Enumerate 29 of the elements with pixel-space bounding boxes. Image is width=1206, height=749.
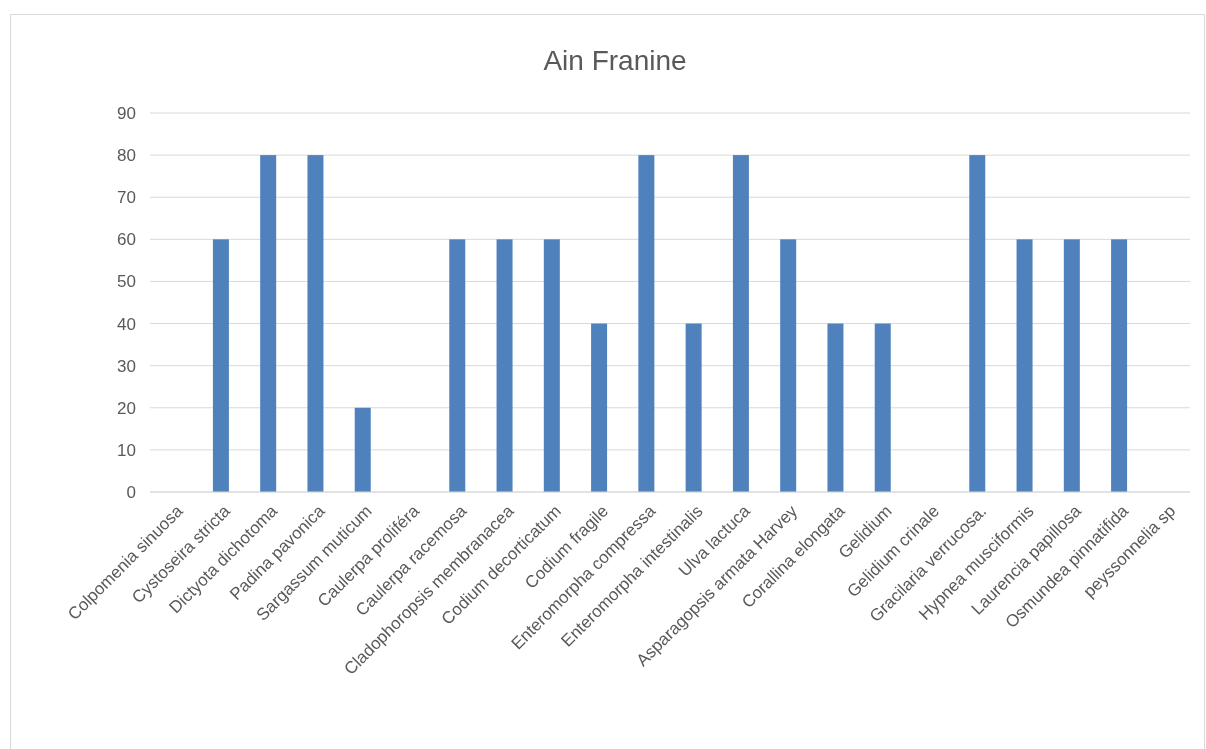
bar (1111, 239, 1128, 492)
bar (827, 323, 844, 492)
y-tick-label: 70 (117, 188, 136, 208)
bar (874, 323, 891, 492)
bar (260, 155, 277, 492)
bar (449, 239, 466, 492)
chart-title: Ain Franine (543, 45, 687, 76)
y-tick-label: 40 (117, 314, 136, 334)
bar (1016, 239, 1033, 492)
bar (969, 155, 986, 492)
y-tick-label: 20 (117, 398, 136, 418)
y-tick-label: 80 (117, 146, 136, 166)
bar (354, 407, 371, 492)
bar (591, 323, 608, 492)
y-tick-label: 60 (117, 230, 136, 250)
y-tick-label: 90 (117, 103, 136, 123)
bar (307, 155, 324, 492)
bar (685, 323, 702, 492)
bar (732, 155, 749, 492)
bar (543, 239, 560, 492)
y-tick-label: 0 (126, 482, 136, 502)
bar (638, 155, 655, 492)
y-tick-label: 30 (117, 356, 136, 376)
y-tick-label: 10 (117, 440, 136, 460)
bar (496, 239, 513, 492)
bar (212, 239, 229, 492)
y-tick-label: 50 (117, 272, 136, 292)
bar (1063, 239, 1080, 492)
bar (780, 239, 797, 492)
